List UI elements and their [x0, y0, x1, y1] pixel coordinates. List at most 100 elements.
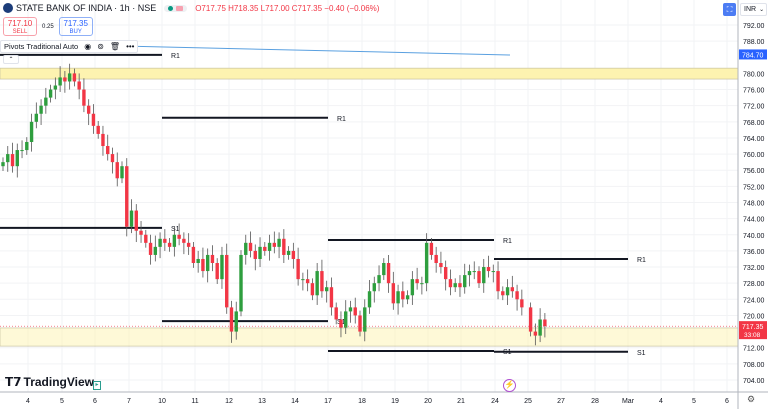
data-delay-icon — [176, 5, 184, 11]
candle-body — [310, 283, 315, 296]
candle-body — [301, 279, 305, 281]
candle-body — [458, 283, 462, 288]
sell-button[interactable]: 717.10 SELL — [3, 17, 37, 36]
candle-body — [220, 254, 224, 280]
marker-price-label: 784.70 — [742, 52, 764, 59]
indicator-legend[interactable]: Pivots Traditional Auto ◉ ⊚ 🗑 ••• — [0, 40, 139, 53]
time-tick: 11 — [191, 398, 198, 405]
candle-body — [339, 319, 343, 328]
pivot-label: S1 — [171, 226, 180, 233]
time-tick: 5 — [692, 398, 696, 405]
candle-body — [372, 283, 376, 292]
candle-body — [182, 238, 186, 243]
buy-button[interactable]: 717.35 BUY — [58, 17, 93, 36]
candle-body — [210, 254, 215, 264]
pivot-label: S1 — [637, 350, 646, 357]
candle-body — [358, 315, 362, 332]
candle-body — [163, 238, 167, 243]
pivot-label: R1 — [637, 257, 646, 264]
candle-body — [234, 311, 238, 332]
candle-body — [10, 154, 15, 167]
candle-body — [463, 275, 467, 288]
time-tick: 28 — [591, 398, 599, 405]
candle-body — [528, 307, 533, 332]
settings-icon[interactable]: ⊚ — [97, 42, 104, 51]
time-tick: 18 — [358, 398, 366, 405]
candle-body — [244, 242, 248, 255]
price-tick: 772.00 — [743, 104, 765, 111]
candle-body — [205, 254, 210, 272]
price-tick: 708.00 — [743, 362, 765, 369]
time-tick: 27 — [557, 398, 565, 405]
candle-body — [296, 258, 300, 280]
candle-body — [401, 291, 405, 300]
time-tick: 19 — [391, 398, 399, 405]
indicator-name[interactable]: Pivots Traditional Auto — [4, 42, 79, 51]
candle-body — [434, 254, 438, 264]
candle-body — [229, 307, 234, 332]
price-tick: 744.00 — [743, 217, 765, 224]
candle-body — [72, 73, 77, 82]
time-tick: 17 — [324, 398, 332, 405]
candle-body — [91, 113, 96, 126]
candle-body — [486, 267, 491, 272]
candle-body — [20, 150, 24, 152]
candle-body — [82, 89, 86, 106]
chevron-down-icon: ⌄ — [759, 7, 765, 13]
collapse-legend-button[interactable]: ⌃ — [3, 55, 19, 64]
candle-body — [196, 258, 200, 264]
price-tick: 740.00 — [743, 233, 765, 240]
candle-body — [167, 242, 172, 247]
trend-line — [119, 45, 511, 56]
ohlc-values: O717.75 H718.35 L717.00 C717.35 −0.40 (−… — [195, 3, 380, 13]
candle-body — [482, 267, 486, 284]
candle-body — [139, 230, 143, 235]
tradingview-logo[interactable]: 𝗧𝟳 TradingView — [5, 375, 95, 389]
candle-body — [1, 162, 5, 167]
spread: 0.25 — [42, 23, 54, 30]
candle-body — [272, 242, 277, 247]
time-tick: 7 — [127, 398, 131, 405]
candle-body — [538, 319, 542, 336]
candle-body — [134, 210, 138, 231]
candle-body — [277, 238, 281, 247]
candle-body — [153, 246, 158, 255]
candle-body — [263, 246, 267, 251]
candle-body — [286, 250, 291, 255]
trade-panel: 717.10 SELL 0.25 717.35 BUY — [3, 17, 93, 36]
candle-body — [239, 254, 243, 312]
candle-body — [63, 77, 67, 82]
trash-icon[interactable]: 🗑 — [109, 42, 121, 51]
candle-body — [25, 141, 29, 151]
market-status[interactable] — [164, 4, 188, 12]
fullscreen-button[interactable]: ⛶ — [723, 3, 736, 16]
candle-body — [215, 263, 219, 280]
candle-body — [177, 234, 181, 239]
marker-price-label-bg — [739, 49, 767, 60]
symbol-title[interactable]: STATE BANK OF INDIA · 1h · NSE — [16, 3, 157, 13]
currency-select[interactable]: INR ⌄ — [740, 3, 767, 16]
candle-body — [267, 242, 272, 251]
time-tick: 12 — [225, 398, 233, 405]
price-tick: 704.00 — [743, 378, 765, 385]
more-icon[interactable]: ••• — [126, 42, 135, 51]
candle-body — [439, 263, 443, 268]
settings-gear-icon[interactable]: ⚙ — [747, 394, 756, 404]
price-tick: 788.00 — [743, 39, 765, 46]
candle-body — [491, 271, 495, 273]
support-resistance-zone — [0, 327, 739, 347]
candle-body — [248, 242, 253, 251]
replay-icon[interactable]: ▸ — [93, 381, 101, 390]
time-tick: 25 — [524, 398, 532, 405]
lightning-icon[interactable]: ⚡ — [503, 379, 516, 392]
candle-body — [501, 291, 505, 296]
candle-body — [258, 246, 262, 259]
eye-icon[interactable]: ◉ — [84, 42, 92, 51]
candle-body — [58, 77, 62, 86]
candle-body — [148, 242, 153, 255]
candle-body — [353, 307, 357, 316]
market-open-icon — [168, 5, 174, 11]
time-tick: 24 — [491, 398, 499, 405]
candle-body — [291, 250, 296, 259]
